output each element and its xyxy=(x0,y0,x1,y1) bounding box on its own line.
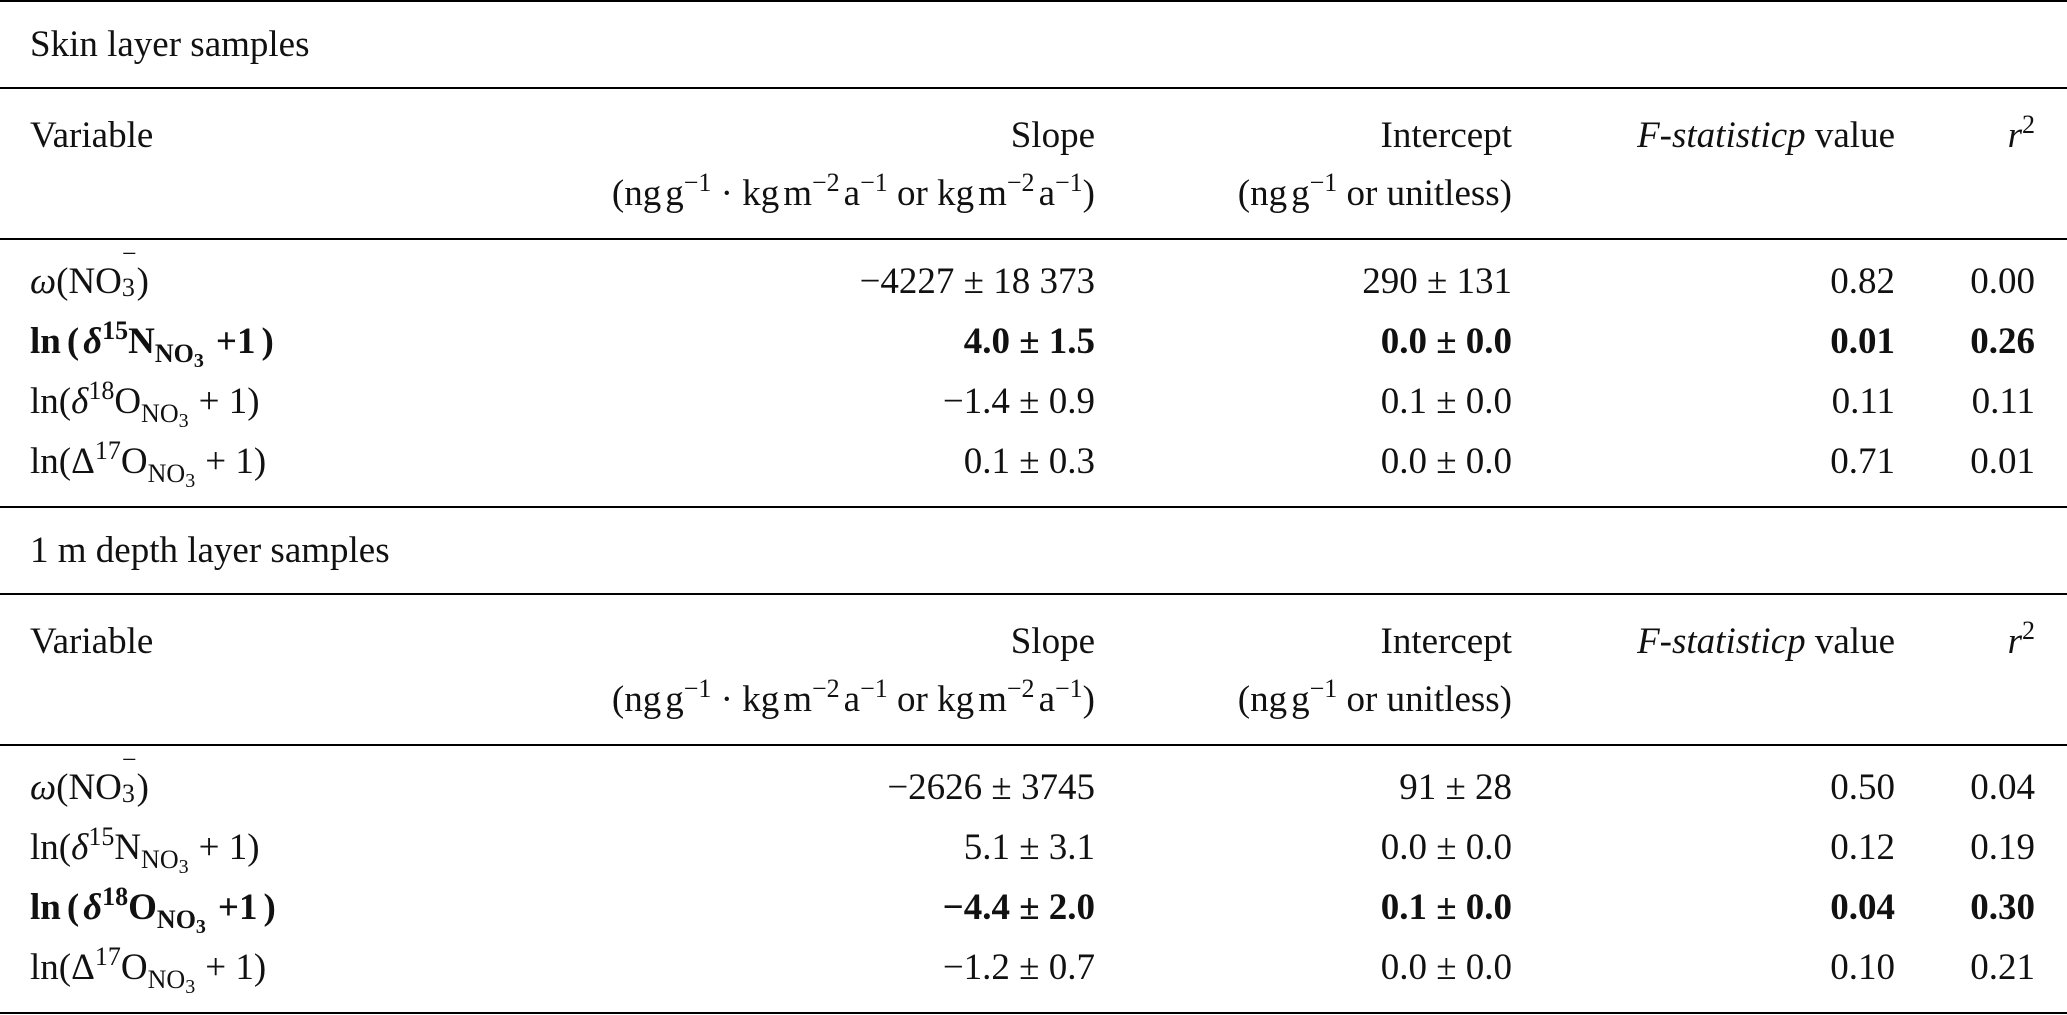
row-pvalue: 0.12 xyxy=(1830,827,1895,868)
row-variable: ω(NO−3−) xyxy=(30,239,149,302)
row-intercept: 0.0 ± 0.0 xyxy=(1380,947,1512,988)
section-divider-rule xyxy=(0,506,2067,508)
section-title: Skin layer samples xyxy=(30,24,310,65)
row-r2: 0.26 xyxy=(1970,321,2035,362)
top-rule xyxy=(0,0,2067,2)
header-intercept-units: (ng g−1 or unitless) xyxy=(1237,168,1512,214)
row-pvalue: 0.01 xyxy=(1830,321,1895,362)
row-r2: 0.19 xyxy=(1970,827,2035,868)
row-r2: 0.21 xyxy=(1970,947,2035,988)
header-intercept: Intercept xyxy=(1380,621,1512,662)
row-pvalue: 0.82 xyxy=(1830,261,1895,302)
row-slope: −2626 ± 3745 xyxy=(887,767,1095,808)
row-intercept: 0.0 ± 0.0 xyxy=(1380,827,1512,868)
row-slope: 4.0 ± 1.5 xyxy=(963,321,1095,362)
section-2-title-rule xyxy=(0,593,2067,595)
row-intercept: 0.1 ± 0.0 xyxy=(1380,381,1512,422)
row-variable: ω(NO−3−) xyxy=(30,745,149,808)
section-2-header-rule xyxy=(0,744,2067,746)
row-r2: 0.04 xyxy=(1970,767,2035,808)
header-fstat-pvalue: F-statisticp value xyxy=(1637,621,1895,662)
row-variable: ln(Δ17ONO3 + 1) xyxy=(30,436,267,492)
section-1-header-rule xyxy=(0,238,2067,240)
row-intercept: 0.0 ± 0.0 xyxy=(1380,321,1512,362)
header-r2: r2 xyxy=(2007,616,2035,662)
row-pvalue: 0.04 xyxy=(1830,887,1895,928)
row-slope: −1.2 ± 0.7 xyxy=(942,947,1095,988)
row-slope: 5.1 ± 3.1 xyxy=(963,827,1095,868)
section-title: 1 m depth layer samples xyxy=(30,530,390,571)
row-intercept: 290 ± 131 xyxy=(1362,261,1512,302)
header-intercept: Intercept xyxy=(1380,115,1512,156)
row-pvalue: 0.71 xyxy=(1830,441,1895,482)
row-intercept: 0.1 ± 0.0 xyxy=(1380,887,1512,928)
row-r2: 0.00 xyxy=(1970,261,2035,302)
header-fstat-pvalue: F-statisticp value xyxy=(1637,115,1895,156)
row-r2: 0.30 xyxy=(1970,887,2035,928)
row-slope: −4227 ± 18 373 xyxy=(859,261,1095,302)
row-variable: ln(δ18ONO3 + 1) xyxy=(30,376,260,432)
row-variable: ln(Δ17ONO3 + 1) xyxy=(30,942,267,998)
bottom-rule xyxy=(0,1012,2067,1014)
header-r2: r2 xyxy=(2007,110,2035,156)
row-pvalue: 0.50 xyxy=(1830,767,1895,808)
row-variable: ln(δ15NNO3 + 1) xyxy=(30,822,260,878)
header-slope: Slope xyxy=(1010,621,1095,662)
header-variable: Variable xyxy=(30,115,154,156)
row-slope: −1.4 ± 0.9 xyxy=(942,381,1095,422)
row-pvalue: 0.10 xyxy=(1830,947,1895,988)
section-1-title-rule xyxy=(0,87,2067,89)
row-slope: −4.4 ± 2.0 xyxy=(942,887,1095,928)
row-variable: ln(δ18ONO3 +1) xyxy=(30,882,276,938)
row-pvalue: 0.11 xyxy=(1831,381,1895,422)
header-slope-units: (ng g−1 · kg m−2 a−1 or kg m−2 a−1) xyxy=(611,168,1095,214)
row-r2: 0.11 xyxy=(1971,381,2035,422)
row-intercept: 91 ± 28 xyxy=(1399,767,1512,808)
row-slope: 0.1 ± 0.3 xyxy=(963,441,1095,482)
header-slope-units: (ng g−1 · kg m−2 a−1 or kg m−2 a−1) xyxy=(611,674,1095,720)
row-variable: ln(δ15NNO3 +1) xyxy=(30,316,274,372)
header-slope: Slope xyxy=(1010,115,1095,156)
header-variable: Variable xyxy=(30,621,154,662)
header-intercept-units: (ng g−1 or unitless) xyxy=(1237,674,1512,720)
row-r2: 0.01 xyxy=(1970,441,2035,482)
row-intercept: 0.0 ± 0.0 xyxy=(1380,441,1512,482)
